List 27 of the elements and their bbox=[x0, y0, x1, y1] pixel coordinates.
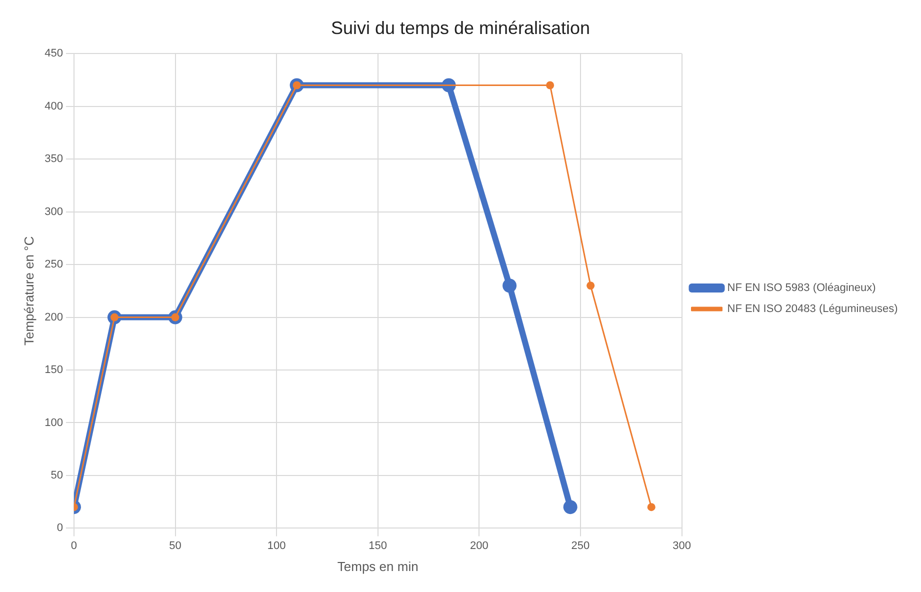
y-tick-label: 250 bbox=[44, 258, 63, 271]
y-tick-label: 50 bbox=[50, 470, 63, 482]
x-axis-title: Temps en min bbox=[337, 558, 418, 574]
legend-label: NF EN ISO 20483 (Légumineuses) bbox=[727, 303, 898, 316]
y-tick-label: 350 bbox=[44, 153, 63, 166]
x-tick-label: 200 bbox=[470, 540, 488, 552]
point bbox=[546, 81, 554, 90]
y-tick-label: 300 bbox=[44, 206, 63, 218]
chart-title: Suivi du temps de minéralisation bbox=[330, 18, 590, 38]
point bbox=[502, 278, 517, 293]
x-tick-label: 150 bbox=[368, 540, 388, 552]
y-tick-label: 150 bbox=[44, 364, 63, 376]
x-tick-label: 100 bbox=[267, 540, 286, 552]
x-tick-label: 250 bbox=[571, 540, 590, 552]
y-tick-label: 450 bbox=[44, 48, 63, 60]
y-tick-label: 0 bbox=[56, 522, 63, 534]
x-tick-label: 50 bbox=[169, 540, 182, 552]
y-axis-title: Température en °C bbox=[21, 236, 36, 346]
y-tick-label: 100 bbox=[44, 416, 63, 429]
point bbox=[563, 500, 578, 514]
y-tick-label: 400 bbox=[44, 100, 63, 112]
legend-label: NF EN ISO 5983 (Oléagineux) bbox=[727, 282, 876, 294]
y-tick-label: 200 bbox=[44, 311, 63, 324]
point bbox=[586, 282, 595, 290]
point bbox=[647, 503, 656, 512]
x-tick-label: 300 bbox=[672, 540, 691, 552]
x-tick-label: 0 bbox=[70, 540, 78, 552]
